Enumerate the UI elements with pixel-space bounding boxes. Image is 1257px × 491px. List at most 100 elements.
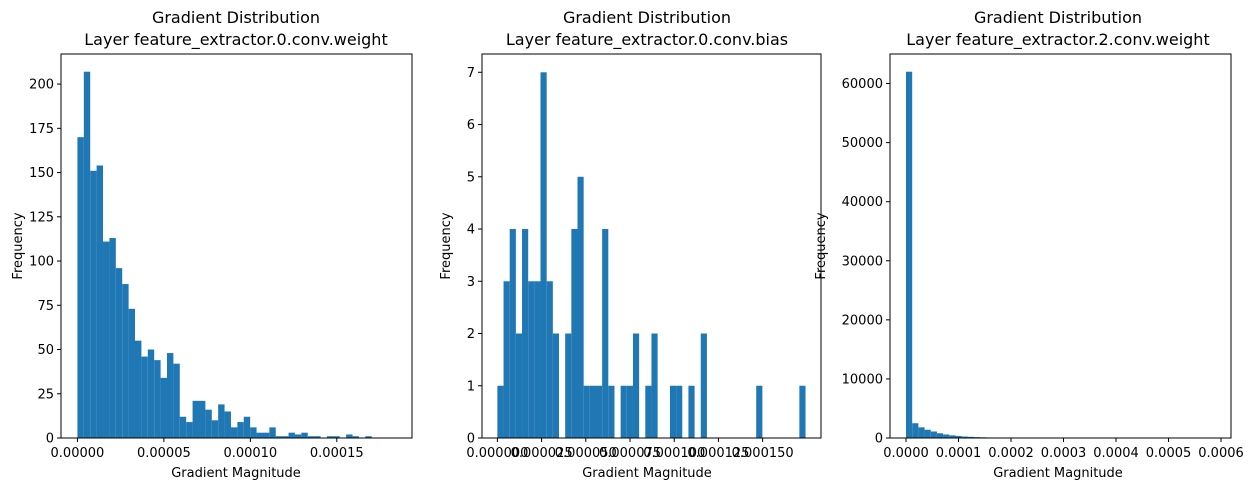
subplot-2-y-label: Frequency — [439, 212, 454, 279]
x-tick-label: 0.000100 — [643, 446, 705, 461]
histogram-bar — [534, 281, 541, 438]
subplot-3: Gradient Distribution Layer feature_extr… — [814, 8, 1244, 481]
histogram-bar — [546, 281, 553, 438]
subplot-3-x-ticks: 0.0000 0.0001 0.0002 0.0003 0.0004 0.0005 0.00… — [883, 438, 1244, 461]
histogram-bar — [365, 436, 372, 438]
histogram-bar — [967, 436, 975, 438]
histogram-bar — [626, 385, 633, 438]
subplot-2-bars — [497, 72, 806, 438]
x-tick-label: 0.0000 — [883, 446, 929, 461]
subplot-2-frame — [481, 53, 822, 439]
histogram-bar — [154, 360, 161, 438]
y-tick-label: 7 — [467, 66, 475, 81]
y-tick-label: 1 — [467, 379, 475, 394]
histogram-bar — [936, 433, 944, 438]
histogram-bar — [243, 416, 251, 438]
histogram-bar — [918, 427, 925, 438]
histogram-bar — [301, 432, 308, 438]
histogram-bar — [565, 333, 572, 438]
histogram-bar — [192, 400, 199, 438]
x-tick-label: 0.000000 — [466, 446, 528, 461]
subplot-2-x-label: Gradient Magnitude — [582, 466, 712, 481]
histogram-bar — [256, 432, 263, 438]
histogram-bar — [173, 363, 180, 438]
histogram-bar — [211, 420, 219, 438]
subplot-1-bars — [77, 71, 372, 439]
histogram-bar — [943, 434, 950, 438]
y-tick-label: 150 — [29, 166, 54, 181]
subplot-3-x-label: Gradient Magnitude — [993, 466, 1123, 481]
subplot-3-bars — [906, 71, 1216, 438]
y-tick-label: 175 — [29, 122, 54, 137]
y-tick-label: 60000 — [842, 77, 883, 92]
histogram-bar — [326, 436, 334, 438]
y-tick-label: 4 — [467, 223, 475, 238]
histogram-bar — [237, 422, 244, 438]
subplot-1-y-label: Frequency — [11, 212, 26, 279]
histogram-bar — [314, 436, 321, 438]
histogram-bar — [912, 423, 919, 438]
histogram-bar — [230, 427, 238, 438]
histogram-bar — [179, 416, 187, 438]
histogram-bar — [924, 429, 931, 438]
histogram-bar — [515, 333, 523, 438]
histogram-bar — [503, 281, 510, 438]
subplot-3-y-label: Frequency — [814, 212, 829, 279]
subplot-1-title-line2: Layer feature_extractor.0.conv.weight — [84, 30, 387, 50]
subplot-1-title-line1: Gradient Distribution — [152, 8, 320, 27]
y-tick-label: 2 — [467, 327, 475, 342]
histogram-bar — [346, 434, 353, 438]
histogram-bar — [122, 284, 129, 438]
histogram-bar — [955, 435, 962, 438]
subplot-2-title-line2: Layer feature_extractor.0.conv.bias — [506, 30, 788, 50]
histogram-bar — [205, 409, 212, 438]
histogram-bar — [128, 308, 136, 438]
x-tick-label: 0.000075 — [599, 446, 661, 461]
histogram-bar — [224, 411, 231, 438]
histogram-bar — [141, 356, 148, 438]
histogram-bar — [147, 349, 155, 438]
subplot-2-y-ticks: 0 1 2 3 4 5 6 7 — [467, 66, 482, 447]
histogram-bar — [497, 385, 504, 438]
histogram-bar — [632, 333, 640, 438]
x-tick-label: 0.0006 — [1198, 446, 1244, 461]
subplot-2: Gradient Distribution Layer feature_extr… — [439, 8, 822, 481]
histogram-bar — [528, 281, 535, 438]
histogram-bar — [109, 238, 116, 438]
x-tick-label: 0.00010 — [223, 446, 277, 461]
histogram-bar — [166, 353, 174, 438]
histogram-bar — [589, 385, 596, 438]
x-tick-label: 0.0005 — [1146, 446, 1192, 461]
histogram-bar — [77, 137, 84, 439]
histogram-bar — [756, 385, 763, 438]
histogram-bar — [103, 241, 110, 438]
subplot-2-title-line1: Gradient Distribution — [563, 8, 731, 27]
x-tick-label: 0.0004 — [1093, 446, 1139, 461]
histogram-bar — [96, 165, 104, 439]
subplot-2-x-ticks: 0.0000000.0000250.0000500.0000750.000100… — [466, 438, 794, 461]
subplot-1: Gradient Distribution Layer feature_extr… — [11, 8, 413, 481]
histogram-bar — [651, 333, 658, 438]
subplot-3-frame — [889, 53, 1232, 439]
y-tick-label: 25 — [37, 387, 54, 402]
histogram-bar — [577, 176, 584, 438]
histogram-bar — [135, 340, 142, 438]
y-tick-label: 100 — [29, 255, 54, 270]
histogram-bar — [262, 432, 270, 438]
y-tick-label: 200 — [29, 78, 54, 93]
histogram-bar — [250, 427, 257, 438]
subplot-3-y-ticks: 0 10000 20000 30000 40000 50000 60000 — [842, 77, 890, 447]
y-tick-label: 3 — [467, 275, 475, 290]
y-tick-label: 50 — [37, 343, 54, 358]
histogram-bar — [552, 333, 560, 438]
y-tick-label: 50000 — [842, 136, 883, 151]
histogram-bar — [115, 268, 123, 438]
y-tick-label: 6 — [467, 118, 475, 133]
x-tick-label: 0.0002 — [988, 446, 1034, 461]
histogram-bar — [333, 436, 340, 438]
x-tick-label: 0.0001 — [936, 446, 982, 461]
histogram-bar — [700, 333, 707, 438]
y-tick-label: 30000 — [842, 254, 883, 269]
histogram-bar — [906, 71, 913, 438]
x-tick-label: 0.000125 — [687, 446, 749, 461]
